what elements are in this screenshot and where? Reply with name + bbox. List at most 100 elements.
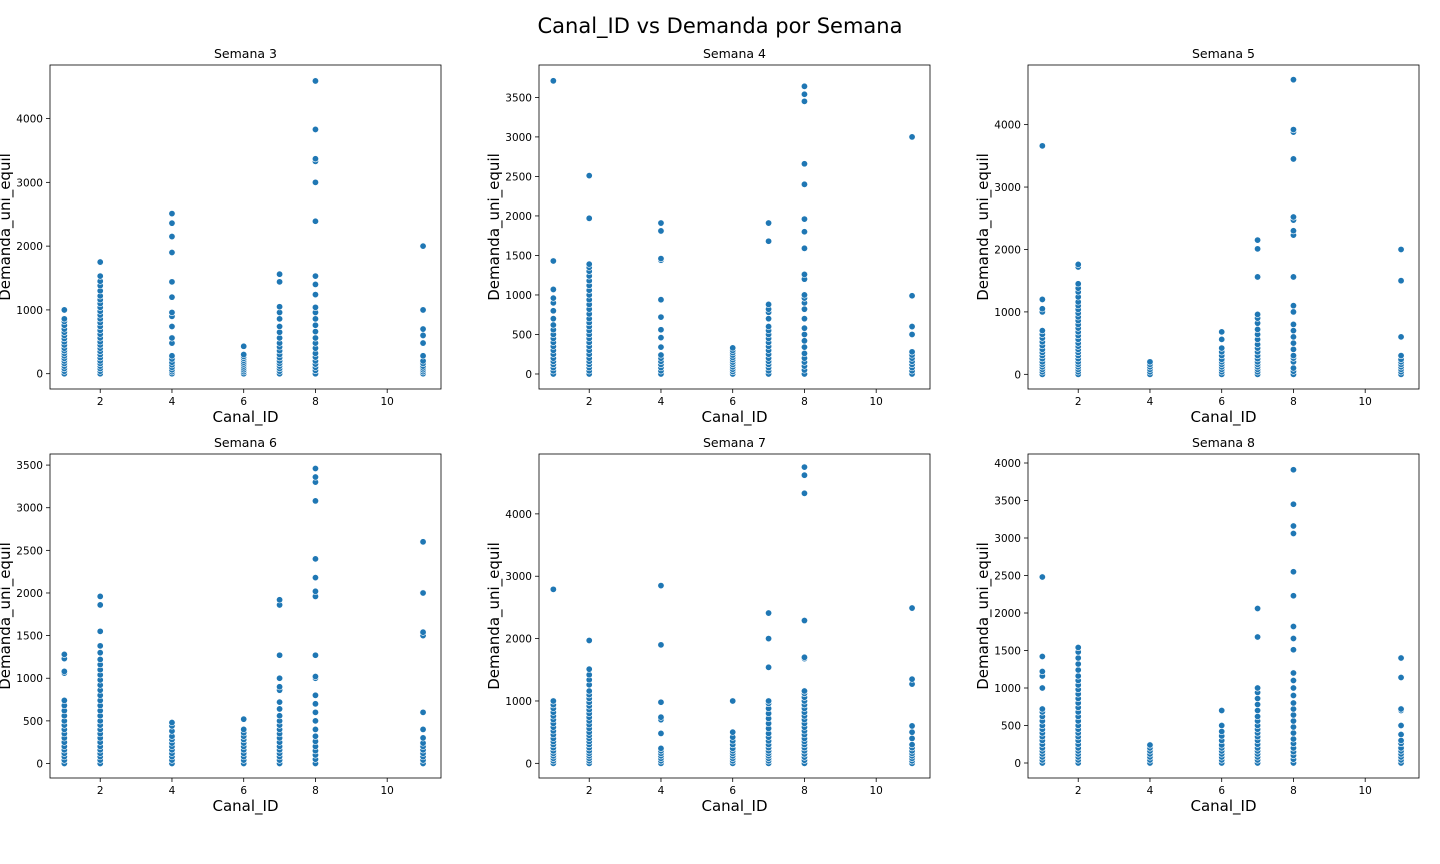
scatter-point <box>1397 721 1405 729</box>
scatter-point <box>1218 344 1226 352</box>
y-axis-label: Demanda_uni_equil <box>0 542 15 690</box>
scatter-point <box>549 585 557 593</box>
y-axis-label: Demanda_uni_equil <box>485 542 504 690</box>
scatter-series <box>1038 76 1405 378</box>
y-tick-label: 0 <box>36 759 43 771</box>
scatter-point <box>1289 684 1297 692</box>
subplot-panel: Semana 5 2 4 6 8 10 0 1000 2000 3000 4000 Canal_ID D… <box>974 46 1420 427</box>
scatter-point <box>240 725 248 733</box>
axes-frame <box>538 453 931 779</box>
scatter-point <box>765 323 773 331</box>
scatter-point <box>800 97 808 105</box>
scatter-point <box>311 587 319 595</box>
scatter-point <box>549 321 557 329</box>
scatter-point <box>276 328 284 336</box>
scatter-point <box>1074 260 1082 268</box>
scatter-point <box>585 687 593 695</box>
scatter-point <box>311 555 319 563</box>
subplot-grid: Semana 32 4 6 8 1001000200030004000Canal_IDD… <box>0 46 1420 816</box>
scatter-point <box>908 292 916 300</box>
scatter-point <box>1074 654 1082 662</box>
x-tick-label: 2 <box>1075 396 1082 408</box>
scatter-point <box>1038 295 1046 303</box>
scatter-point <box>800 471 808 479</box>
scatter-point <box>419 339 427 347</box>
scatter-point <box>168 233 176 241</box>
scatter-point <box>276 596 284 604</box>
x-tick-label: 6 <box>729 396 736 408</box>
scatter-point <box>585 172 593 180</box>
scatter-point <box>419 589 427 597</box>
scatter-point <box>96 655 104 663</box>
scatter-point <box>908 323 916 331</box>
y-tick-label: 2000 <box>994 244 1021 256</box>
scatter-point <box>1397 673 1405 681</box>
scatter-point <box>1038 684 1046 692</box>
scatter-point <box>1397 245 1405 253</box>
scatter-point <box>1254 236 1262 244</box>
x-tick-label: 6 <box>1218 396 1225 408</box>
scatter-point <box>549 77 557 85</box>
scatter-point <box>765 663 773 671</box>
scatter-point <box>1146 358 1154 366</box>
scatter-point <box>1289 522 1297 530</box>
scatter-point <box>1289 327 1297 335</box>
y-tick-label: 1500 <box>16 631 43 643</box>
scatter-point <box>800 330 808 338</box>
axes-frame <box>1027 453 1420 779</box>
y-tick-label: 2000 <box>994 608 1021 620</box>
scatter-point <box>311 700 319 708</box>
scatter-point <box>800 349 808 357</box>
scatter-point <box>311 732 319 740</box>
scatter-point <box>800 244 808 252</box>
scatter-point <box>311 303 319 311</box>
scatter-point <box>1289 699 1297 707</box>
scatter-point <box>168 322 176 330</box>
scatter-point <box>1218 721 1226 729</box>
y-tick-label: 0 <box>1014 758 1021 770</box>
scatter-series <box>549 463 916 767</box>
scatter-point <box>1254 633 1262 641</box>
y-tick-label: 1500 <box>994 646 1021 658</box>
scatter-point <box>1289 529 1297 537</box>
scatter-point <box>657 255 665 263</box>
scatter-point <box>1038 652 1046 660</box>
scatter-point <box>908 722 916 730</box>
scatter-point <box>96 601 104 609</box>
scatter-point <box>657 698 665 706</box>
y-tick-label: 3000 <box>16 503 43 515</box>
scatter-point <box>311 651 319 659</box>
scatter-point <box>1289 302 1297 310</box>
y-tick-label: 1000 <box>505 290 532 302</box>
y-tick-label: 500 <box>512 329 532 341</box>
scatter-point <box>419 708 427 716</box>
scatter-point <box>908 348 916 356</box>
x-tick-label: 4 <box>1147 785 1154 797</box>
y-tick-label: 2500 <box>505 171 532 183</box>
scatter-point <box>657 713 665 721</box>
scatter-point <box>240 351 248 359</box>
scatter-point <box>800 215 808 223</box>
axes-frame <box>1027 64 1420 390</box>
scatter-point <box>1038 573 1046 581</box>
scatter-point <box>1397 705 1405 713</box>
scatter-point <box>1289 339 1297 347</box>
scatter-point <box>585 260 593 268</box>
x-tick-label: 10 <box>870 396 883 408</box>
scatter-point <box>1289 466 1297 474</box>
y-axis-label: Demanda_uni_equil <box>0 153 15 301</box>
y-tick-label: 3000 <box>505 132 532 144</box>
scatter-point <box>1218 727 1226 735</box>
scatter-point <box>419 538 427 546</box>
scatter-point <box>908 133 916 141</box>
scatter-point <box>276 698 284 706</box>
subplot-title: Semana 8 <box>1192 435 1255 450</box>
scatter-point <box>800 343 808 351</box>
x-tick-label: 6 <box>240 785 247 797</box>
scatter-series <box>1038 466 1405 767</box>
scatter-point <box>765 300 773 308</box>
axes-frame <box>49 453 442 779</box>
y-tick-label: 500 <box>1001 721 1021 733</box>
x-tick-label: 8 <box>312 396 319 408</box>
scatter-point <box>168 278 176 286</box>
